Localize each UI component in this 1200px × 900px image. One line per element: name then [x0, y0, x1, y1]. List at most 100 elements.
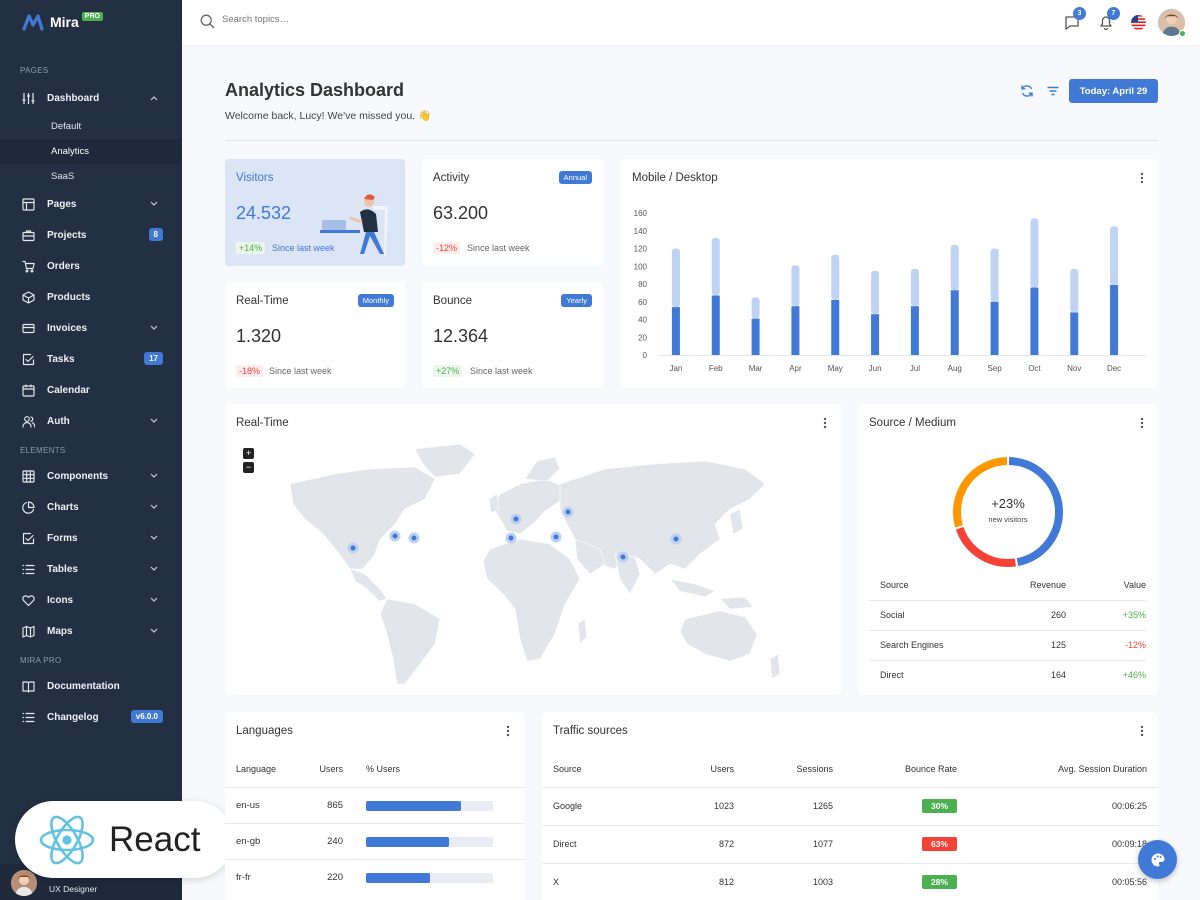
bar-segment[interactable]: [1110, 226, 1119, 285]
filter-icon[interactable]: [1046, 84, 1060, 98]
refresh-icon[interactable]: [1020, 84, 1034, 98]
chevron-down-icon: [150, 325, 158, 330]
more-vertical-icon[interactable]: [1140, 417, 1144, 429]
bar-segment[interactable]: [1030, 218, 1039, 288]
us-flag-icon[interactable]: [1131, 15, 1146, 30]
zoom-out-button[interactable]: −: [243, 462, 254, 473]
column-header: Source: [553, 764, 582, 774]
map-marker[interactable]: [670, 533, 682, 545]
sidebar-item-label: Components: [47, 471, 109, 482]
y-tick-label: 0: [643, 351, 648, 360]
bar-segment[interactable]: [950, 290, 959, 355]
sidebar-item-maps[interactable]: Maps: [0, 616, 182, 647]
more-vertical-icon[interactable]: [1140, 172, 1144, 184]
map-marker[interactable]: [347, 542, 359, 554]
sidebar-item-projects[interactable]: Projects 8: [0, 220, 182, 251]
search-icon[interactable]: [200, 14, 215, 29]
bar-segment[interactable]: [910, 268, 919, 307]
donut-slice[interactable]: [955, 526, 1016, 567]
card-title: Mobile / Desktop: [632, 172, 718, 184]
sidebar-subitem-default[interactable]: Default: [51, 121, 82, 132]
sidebar-subitem-analytics[interactable]: Analytics: [0, 139, 182, 164]
briefcase-icon: [22, 230, 35, 242]
map-marker[interactable]: [562, 506, 574, 518]
bar-segment[interactable]: [910, 306, 919, 355]
sidebar-item-icons[interactable]: Icons: [0, 585, 182, 616]
bar-segment[interactable]: [711, 237, 720, 296]
bar-segment[interactable]: [990, 248, 999, 302]
sidebar-item-documentation[interactable]: Documentation: [0, 671, 182, 702]
sidebar-item-label: Auth: [47, 416, 70, 427]
stat-since: Since last week: [269, 366, 332, 376]
sidebar-item-calendar[interactable]: Calendar: [0, 375, 182, 406]
map-marker[interactable]: [505, 532, 517, 544]
bar-segment[interactable]: [871, 314, 880, 355]
bar-segment[interactable]: [791, 265, 800, 307]
sidebar-item-label: Products: [47, 292, 91, 303]
bar-segment[interactable]: [1070, 312, 1079, 355]
more-vertical-icon[interactable]: [506, 725, 510, 737]
bar-segment[interactable]: [831, 299, 840, 355]
bar-segment[interactable]: [831, 254, 840, 300]
more-vertical-icon[interactable]: [1140, 725, 1144, 737]
real-time-map-card: Real-Time + −: [225, 404, 841, 695]
sidebar-item-auth[interactable]: Auth: [0, 406, 182, 437]
more-vertical-icon[interactable]: [823, 417, 827, 429]
x-tick-label: Jul: [910, 364, 920, 373]
progress-bar: [366, 837, 493, 847]
bar-segment[interactable]: [711, 295, 720, 355]
table-cell-sessions: 1003: [812, 877, 833, 887]
theme-settings-button[interactable]: [1138, 840, 1177, 879]
map-marker[interactable]: [389, 530, 401, 542]
sidebar-item-components[interactable]: Components: [0, 461, 182, 492]
sidebar-item-tasks[interactable]: Tasks 17: [0, 344, 182, 375]
sidebar-item-forms[interactable]: Forms: [0, 523, 182, 554]
bar-segment[interactable]: [1110, 284, 1119, 355]
bar-segment[interactable]: [990, 301, 999, 355]
location-markers: [347, 506, 682, 563]
sidebar-item-pages[interactable]: Pages: [0, 189, 182, 220]
table-cell-value: +46%: [1122, 670, 1146, 680]
row-divider: [225, 823, 524, 824]
search-input[interactable]: [222, 14, 422, 25]
brand-name: Mira: [50, 14, 79, 30]
y-tick-label: 40: [638, 316, 647, 325]
y-tick-label: 160: [634, 209, 648, 218]
languages-card: Languages Language Users % Users en-us 865 en…: [225, 712, 524, 900]
bell-icon[interactable]: [1098, 14, 1114, 30]
bar-segment[interactable]: [751, 297, 760, 319]
map-marker[interactable]: [550, 531, 562, 543]
list-icon: [22, 712, 35, 723]
bar-segment[interactable]: [791, 306, 800, 355]
map-marker[interactable]: [510, 513, 522, 525]
bar-segment[interactable]: [671, 307, 680, 355]
sidebar-item-charts[interactable]: Charts: [0, 492, 182, 523]
sidebar-subitem-saas[interactable]: SaaS: [51, 171, 75, 182]
brand[interactable]: Mira PRO: [0, 0, 182, 44]
progress-bar-fill: [366, 837, 449, 847]
bar-segment[interactable]: [671, 248, 680, 308]
row-divider: [869, 660, 1146, 661]
sidebar-item-products[interactable]: Products: [0, 282, 182, 313]
sidebar-item-dashboard[interactable]: Dashboard: [0, 83, 182, 114]
donut-slice[interactable]: [953, 457, 1008, 528]
avatar[interactable]: [1158, 9, 1185, 36]
zoom-in-button[interactable]: +: [243, 448, 254, 459]
bar-segment[interactable]: [1070, 268, 1079, 313]
sidebar-item-changelog[interactable]: Changelog v6.0.0: [0, 702, 182, 733]
sidebar-item-invoices[interactable]: Invoices: [0, 313, 182, 344]
today-button[interactable]: Today: April 29: [1069, 79, 1158, 103]
bar-segment[interactable]: [871, 270, 880, 315]
cart-icon: [22, 260, 35, 273]
bar-segment[interactable]: [1030, 287, 1039, 355]
row-divider: [225, 859, 524, 860]
sidebar-item-tables[interactable]: Tables: [0, 554, 182, 585]
bar-segment[interactable]: [751, 318, 760, 355]
donut-slice[interactable]: [1008, 457, 1063, 567]
credit-card-icon: [22, 323, 35, 334]
sidebar-item-orders[interactable]: Orders: [0, 251, 182, 282]
map-marker[interactable]: [408, 532, 420, 544]
map-marker[interactable]: [617, 551, 629, 563]
package-icon: [22, 291, 35, 304]
bar-segment[interactable]: [950, 244, 959, 291]
